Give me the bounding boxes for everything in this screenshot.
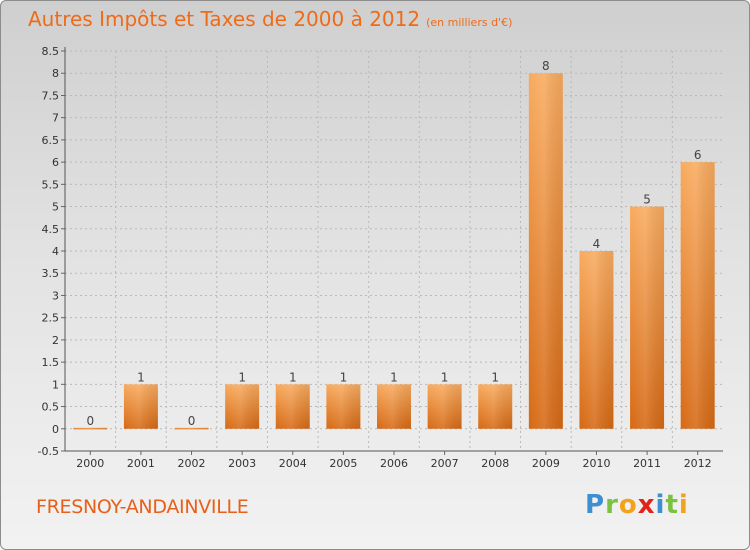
bars: [73, 73, 715, 430]
data-label: 1: [340, 370, 348, 384]
bar-highlight: [680, 162, 715, 429]
y-tick-label: 6.5: [42, 134, 60, 147]
data-label: 4: [593, 237, 601, 251]
x-tick-label: 2004: [279, 457, 307, 470]
y-tick-label: 8.5: [42, 45, 60, 58]
y-tick-label: -0.5: [38, 445, 59, 458]
bar-highlight: [275, 384, 310, 429]
chart-title-main: Autres Impôts et Taxes de 2000 à 2012: [28, 7, 421, 31]
bar-highlight: [377, 384, 411, 429]
y-tick-label: 3: [52, 289, 59, 302]
bar-highlight: [630, 206, 665, 429]
chart-title-unit: (en milliers d'€): [426, 16, 513, 29]
y-tick-label: 7: [52, 112, 59, 125]
y-tick-label: 0: [52, 423, 59, 436]
y-tick-label: 3.5: [42, 267, 60, 280]
y-tick-label: 4: [52, 245, 59, 258]
y-tick-label: 8: [52, 67, 59, 80]
logo-letter: i: [678, 490, 689, 520]
bar-highlight: [427, 384, 462, 429]
axes: -0.5 0 0.5 1 1.5 2 2.5 3 3.5 4 4.5 5 5.5 6 6.5 7 7.5 8 8.5…: [38, 45, 723, 470]
data-label: 1: [441, 370, 449, 384]
data-label: 1: [137, 370, 145, 384]
y-tick-label: 4.5: [42, 223, 60, 236]
bar-highlight: [528, 73, 563, 429]
grid-lines: [65, 50, 723, 452]
logo-letter: o: [618, 490, 638, 520]
y-tick-label: 1: [52, 378, 59, 391]
bar-highlight: [579, 251, 614, 429]
x-tick-label: 2012: [684, 457, 712, 470]
y-tick-label: 5: [52, 201, 59, 214]
logo-letter: r: [605, 490, 619, 520]
data-labels: 0 1 0 1 1 1 1 1 1 8 4 5 6: [86, 59, 701, 428]
x-tick-label: 2010: [582, 457, 610, 470]
x-tick-label: 2001: [127, 457, 155, 470]
bar-highlight: [73, 427, 108, 430]
data-label: 1: [238, 370, 246, 384]
data-label: 0: [86, 414, 94, 428]
data-label: 6: [694, 148, 702, 162]
data-label: 1: [390, 370, 398, 384]
y-tick-label: 0.5: [42, 401, 60, 414]
x-tick-label: 2002: [178, 457, 206, 470]
y-tick-label: 2: [52, 334, 59, 347]
chart-title: Autres Impôts et Taxes de 2000 à 2012 (en…: [28, 7, 512, 31]
data-label: 5: [643, 193, 651, 207]
bar-highlight: [478, 384, 513, 429]
x-tick-label: 2008: [481, 457, 509, 470]
data-label: 8: [542, 59, 550, 73]
logo-letter: P: [585, 490, 606, 520]
bar-highlight: [174, 427, 209, 430]
y-tick-label: 5.5: [42, 178, 60, 191]
bar-highlight: [225, 384, 260, 429]
logo-letter: x: [637, 490, 656, 520]
y-tick-label: 7.5: [42, 89, 60, 102]
commune-name: FRESNOY-ANDAINVILLE: [36, 496, 249, 518]
data-label: 1: [289, 370, 297, 384]
bar-highlight: [326, 384, 361, 429]
x-tick-label: 2003: [228, 457, 256, 470]
x-tick-label: 2005: [329, 457, 357, 470]
x-tick-label: 2000: [76, 457, 104, 470]
proxiti-logo[interactable]: Proxiti: [585, 490, 689, 520]
logo-letter: i: [655, 490, 666, 520]
x-tick-label: 2007: [431, 457, 459, 470]
y-tick-label: 2.5: [42, 312, 60, 325]
x-tick-label: 2009: [532, 457, 560, 470]
logo-letter: t: [665, 490, 679, 520]
data-label: 1: [491, 370, 499, 384]
bar-highlight: [123, 384, 158, 429]
data-label: 0: [188, 414, 196, 428]
y-tick-label: 6: [52, 156, 59, 169]
x-tick-label: 2011: [633, 457, 661, 470]
x-tick-label: 2006: [380, 457, 408, 470]
y-tick-label: 1.5: [42, 356, 60, 369]
